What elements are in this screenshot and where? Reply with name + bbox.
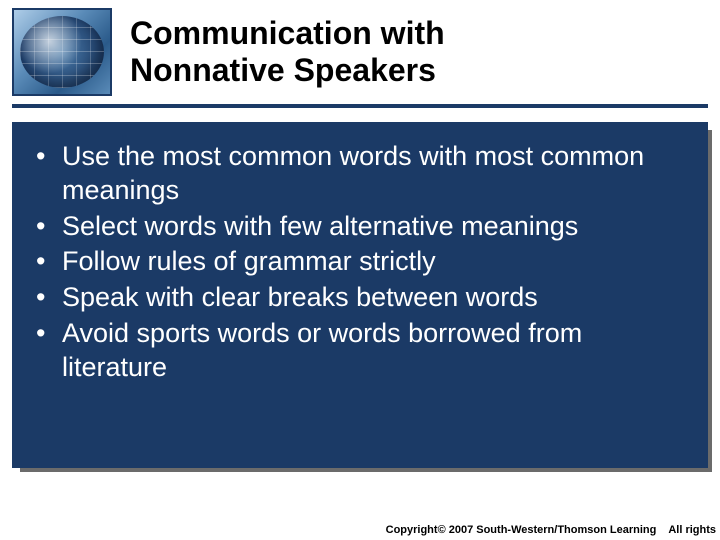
bullet-text: Follow rules of grammar strictly [62, 245, 436, 279]
title-line-1: Communication with [130, 15, 445, 51]
bullet-text: Speak with clear breaks between words [62, 281, 538, 315]
content-box: •Use the most common words with most com… [12, 122, 708, 468]
list-item: •Follow rules of grammar strictly [36, 245, 684, 279]
title-line-2: Nonnative Speakers [130, 52, 436, 88]
bullet-text: Select words with few alternative meanin… [62, 210, 578, 244]
globe-icon [12, 8, 112, 96]
list-item: •Select words with few alternative meani… [36, 210, 684, 244]
list-item: •Avoid sports words or words borrowed fr… [36, 317, 684, 385]
bullet-list: •Use the most common words with most com… [36, 140, 684, 384]
list-item: •Use the most common words with most com… [36, 140, 684, 208]
content-container: •Use the most common words with most com… [12, 122, 708, 468]
bullet-text: Avoid sports words or words borrowed fro… [62, 317, 684, 385]
slide-title: Communication with Nonnative Speakers [130, 15, 445, 89]
rights-text: All rights [668, 524, 716, 536]
list-item: •Speak with clear breaks between words [36, 281, 684, 315]
copyright-text: Copyright© 2007 South-Western/Thomson Le… [386, 524, 657, 536]
slide-header: Communication with Nonnative Speakers [0, 0, 720, 96]
title-block: Communication with Nonnative Speakers [112, 15, 445, 89]
copyright-footer: Copyright© 2007 South-Western/Thomson Le… [386, 524, 716, 536]
horizontal-rule [12, 104, 708, 108]
bullet-text: Use the most common words with most comm… [62, 140, 684, 208]
